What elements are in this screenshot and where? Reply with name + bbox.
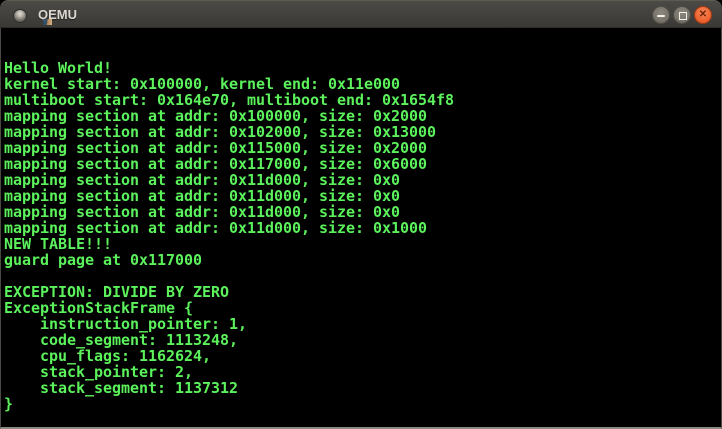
terminal-line: kernel start: 0x100000, kernel end: 0x11…: [4, 75, 401, 93]
terminal-line: mapping section at addr: 0x117000, size:…: [4, 155, 428, 173]
terminal-line: mapping section at addr: 0x11d000, size:…: [4, 171, 401, 189]
minimize-button[interactable]: [652, 6, 670, 24]
cursor-artifact: [43, 19, 52, 25]
terminal-line: [4, 268, 721, 284]
window-icon: [14, 10, 26, 22]
terminal-line: stack_pointer: 2,: [4, 363, 194, 381]
terminal-line: guard page at 0x117000: [4, 251, 203, 269]
terminal-line: code_segment: 1113248,: [4, 331, 239, 349]
titlebar[interactable]: QEMU ✕: [0, 0, 722, 28]
window-title: QEMU: [38, 7, 77, 22]
terminal-line: instruction_pointer: 1,: [4, 315, 248, 333]
maximize-icon: [679, 12, 687, 20]
close-button[interactable]: ✕: [694, 6, 712, 24]
terminal-line: multiboot start: 0x164e70, multiboot end…: [4, 91, 455, 109]
vga-text-display[interactable]: Hello World! kernel start: 0x100000, kern…: [0, 28, 722, 429]
terminal-line: ExceptionStackFrame {: [4, 299, 194, 317]
terminal-line: mapping section at addr: 0x11d000, size:…: [4, 219, 428, 237]
window-controls: ✕: [652, 6, 712, 24]
terminal-line: }: [4, 395, 14, 413]
terminal-line: mapping section at addr: 0x102000, size:…: [4, 123, 437, 141]
close-icon: ✕: [698, 9, 708, 20]
terminal-line: stack_segment: 1137312: [4, 379, 239, 397]
minimize-icon: [657, 15, 665, 17]
terminal-line: mapping section at addr: 0x115000, size:…: [4, 139, 428, 157]
terminal-line: NEW TABLE!!!: [4, 235, 113, 253]
terminal-line: Hello World!: [4, 59, 113, 77]
terminal-line: cpu_flags: 1162624,: [4, 347, 212, 365]
terminal-line: mapping section at addr: 0x11d000, size:…: [4, 203, 401, 221]
maximize-button[interactable]: [673, 6, 691, 24]
terminal-line: EXCEPTION: DIVIDE BY ZERO: [4, 283, 230, 301]
terminal-line: mapping section at addr: 0x100000, size:…: [4, 107, 428, 125]
terminal-line: mapping section at addr: 0x11d000, size:…: [4, 187, 401, 205]
